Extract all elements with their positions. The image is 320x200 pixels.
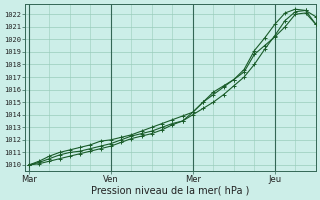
X-axis label: Pression niveau de la mer( hPa ): Pression niveau de la mer( hPa ) [92, 186, 250, 196]
